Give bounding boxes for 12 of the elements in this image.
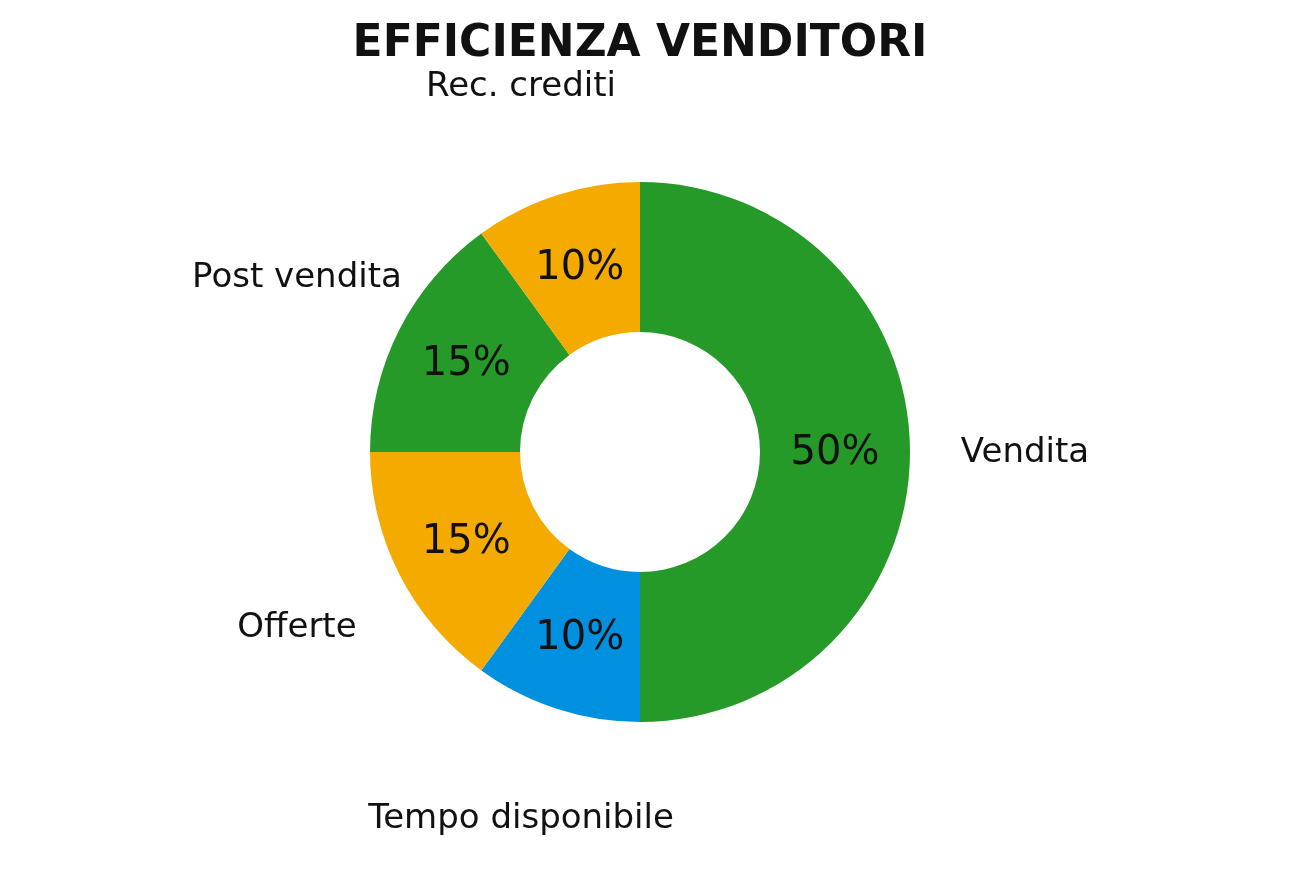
slice-label: Tempo disponibile [367, 796, 674, 837]
slice-label: Rec. crediti [426, 63, 617, 104]
data-label: 15% [421, 515, 511, 562]
data-label: 15% [421, 338, 511, 385]
chart-title: EFFICIENZA VENDITORI [352, 14, 928, 66]
slice-label: Post vendita [192, 255, 402, 296]
slice-label: Vendita [960, 430, 1090, 470]
slice-label: Offerte [237, 604, 357, 645]
data-label: 10% [535, 241, 625, 288]
data-label: 10% [535, 612, 625, 659]
data-label: 50% [790, 427, 880, 473]
donut-slice [640, 182, 910, 722]
